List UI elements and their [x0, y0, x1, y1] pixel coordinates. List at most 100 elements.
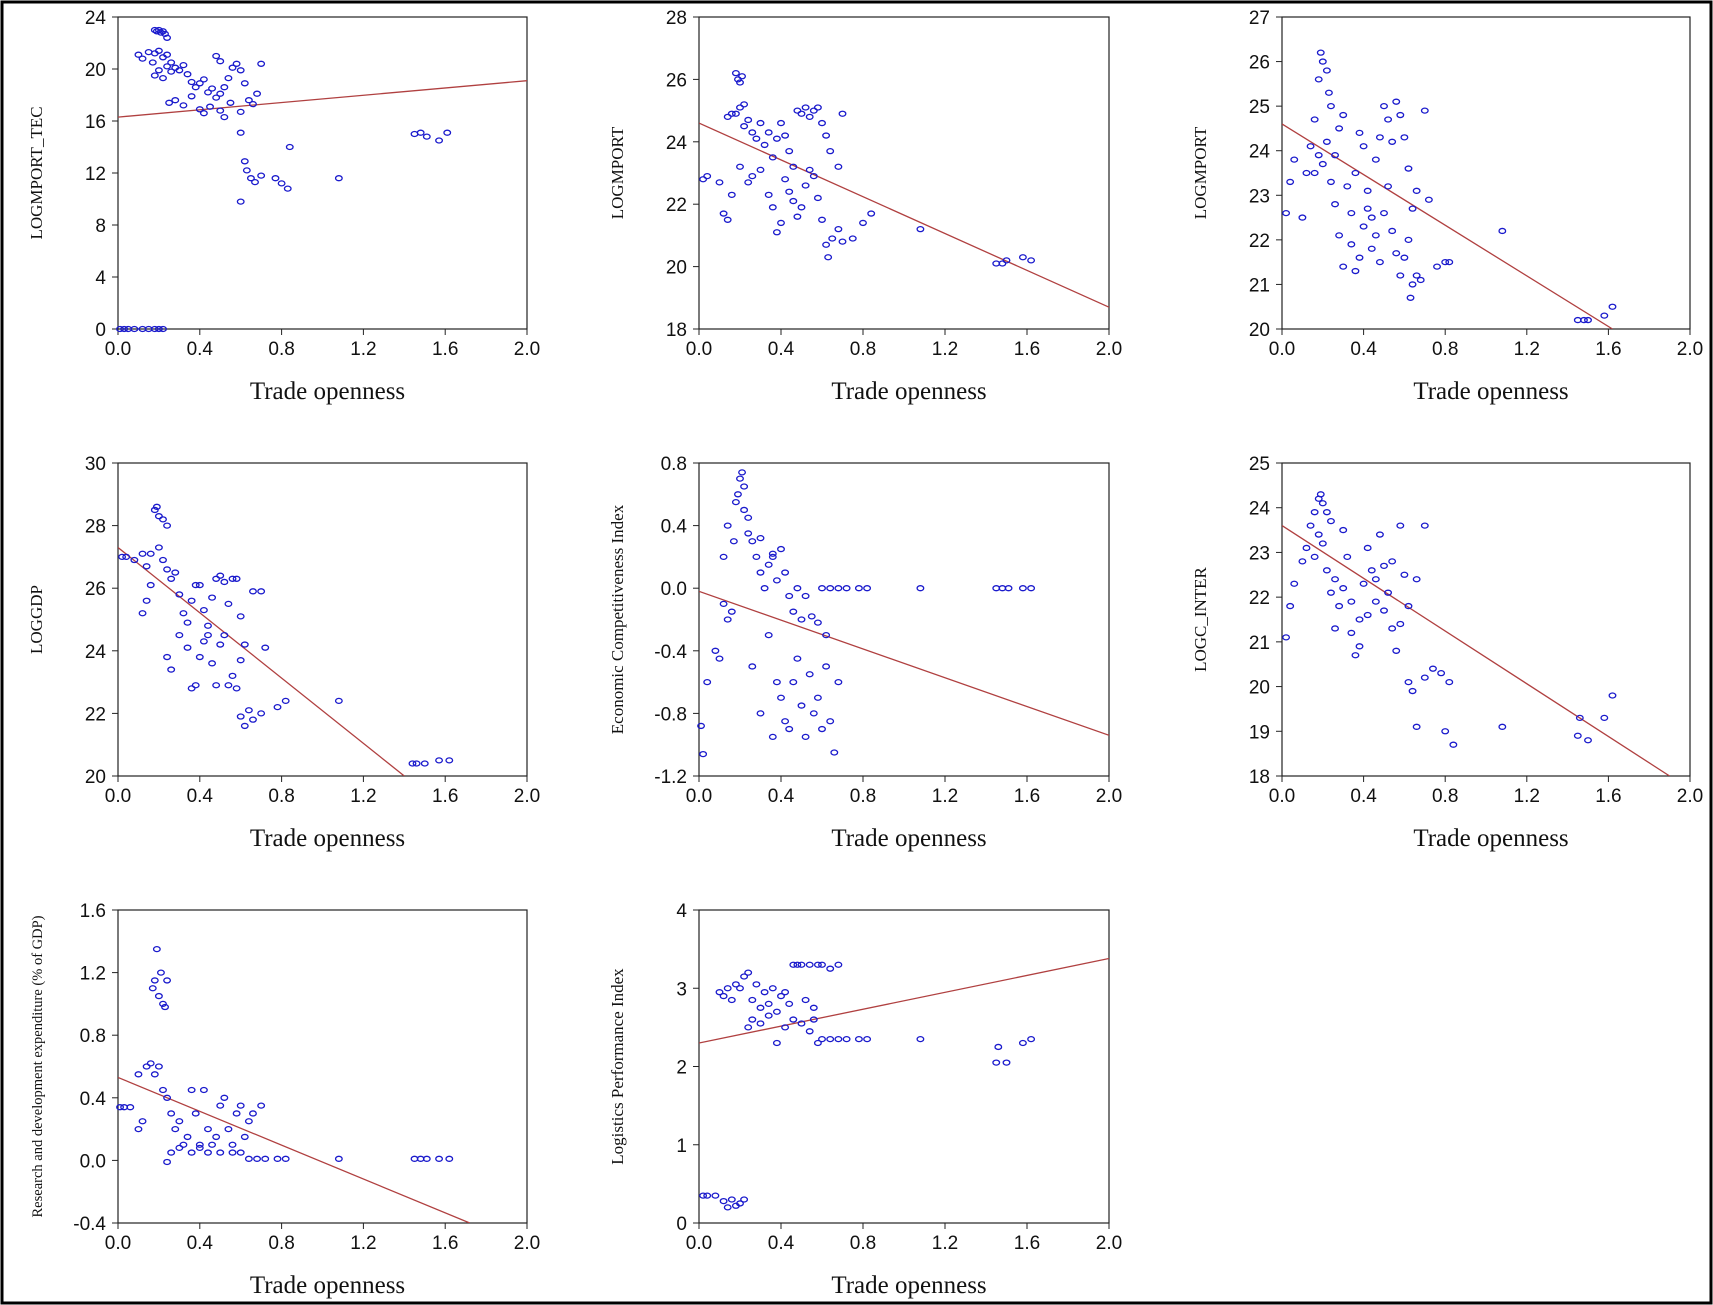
data-point: [150, 72, 159, 79]
data-point: [236, 67, 245, 74]
data-point: [760, 141, 769, 149]
data-point: [1322, 138, 1331, 145]
data-point: [1298, 214, 1307, 221]
data-point: [150, 506, 159, 514]
y-tick-label: 1.6: [80, 901, 106, 922]
data-point: [740, 1196, 749, 1203]
data-point: [697, 722, 705, 730]
data-point: [228, 1149, 237, 1156]
data-point: [163, 34, 172, 41]
y-axis-label: LOGMPORT_TEC: [27, 106, 46, 239]
data-point: [422, 1155, 431, 1162]
data-point: [195, 80, 204, 87]
data-point: [1027, 1035, 1036, 1043]
data-point: [408, 760, 417, 767]
regression-line: [118, 547, 405, 776]
data-point: [1420, 522, 1429, 529]
data-point: [236, 613, 245, 620]
data-point: [756, 166, 765, 174]
y-tick-label: 19: [1249, 722, 1270, 743]
data-point: [809, 710, 818, 717]
data-point: [711, 647, 720, 654]
data-point: [801, 996, 810, 1004]
data-point: [813, 619, 822, 626]
data-point: [236, 108, 245, 116]
data-point: [146, 550, 155, 557]
data-point: [1363, 187, 1372, 194]
data-point: [1302, 169, 1311, 177]
data-point: [1310, 509, 1319, 516]
data-point: [748, 172, 757, 180]
data-point: [204, 632, 212, 639]
data-point: [138, 550, 147, 557]
x-tick-label: 0.8: [1432, 786, 1458, 807]
data-point: [1388, 138, 1397, 145]
data-point: [768, 154, 777, 161]
data-point: [1441, 728, 1450, 735]
data-point: [1408, 687, 1417, 695]
data-point: [785, 1000, 794, 1008]
data-point: [1318, 500, 1327, 507]
data-point: [1286, 602, 1295, 610]
data-point: [1314, 152, 1323, 159]
data-point: [756, 534, 765, 542]
data-point: [1406, 294, 1415, 301]
data-point: [1392, 647, 1401, 654]
data-point: [171, 1125, 180, 1133]
y-tick-label: 24: [666, 133, 688, 154]
data-point: [1018, 254, 1027, 261]
data-point: [1316, 491, 1325, 498]
data-point: [220, 578, 229, 586]
x-tick-label: 2.0: [1677, 339, 1703, 360]
data-point: [154, 513, 163, 520]
data-point: [818, 961, 826, 968]
data-point: [797, 204, 806, 211]
y-tick-label: 0: [95, 320, 106, 341]
data-point: [1355, 254, 1364, 261]
data-point: [1339, 585, 1348, 592]
data-point: [134, 1071, 143, 1078]
y-tick-label: 0: [676, 1214, 687, 1235]
data-point: [1018, 1039, 1027, 1047]
data-point: [1318, 58, 1327, 65]
data-point: [1027, 257, 1036, 264]
data-point: [719, 553, 728, 561]
data-point: [785, 592, 794, 600]
data-point: [744, 116, 753, 124]
y-tick-label: -0.4: [654, 642, 687, 663]
data-point: [781, 569, 790, 576]
data-point: [818, 1035, 826, 1043]
data-point: [768, 733, 777, 741]
data-point: [789, 678, 798, 686]
data-point: [703, 172, 712, 180]
data-point: [744, 1024, 753, 1031]
data-point: [744, 179, 753, 186]
x-tick-label: 0.4: [187, 1233, 214, 1254]
data-point: [156, 969, 165, 976]
data-point: [163, 653, 172, 661]
y-tick-label: -1.2: [654, 767, 687, 788]
data-point: [744, 969, 753, 976]
data-point: [281, 1155, 290, 1162]
data-point: [1437, 670, 1446, 677]
data-point: [740, 101, 749, 108]
data-point: [183, 644, 192, 651]
data-point: [748, 996, 757, 1004]
data-points: [699, 70, 1036, 267]
data-point: [736, 163, 744, 170]
data-point: [715, 989, 724, 996]
data-point: [797, 110, 806, 117]
data-point: [760, 585, 769, 592]
data-point: [216, 107, 225, 114]
data-point: [163, 51, 172, 58]
x-tick-label: 0.4: [768, 1233, 795, 1254]
data-point: [768, 204, 777, 211]
data-point: [744, 530, 753, 537]
regression-line: [118, 80, 527, 118]
data-point: [1286, 178, 1295, 186]
x-tick-label: 1.2: [350, 1233, 376, 1254]
data-point: [793, 585, 802, 592]
data-point: [1335, 125, 1344, 132]
